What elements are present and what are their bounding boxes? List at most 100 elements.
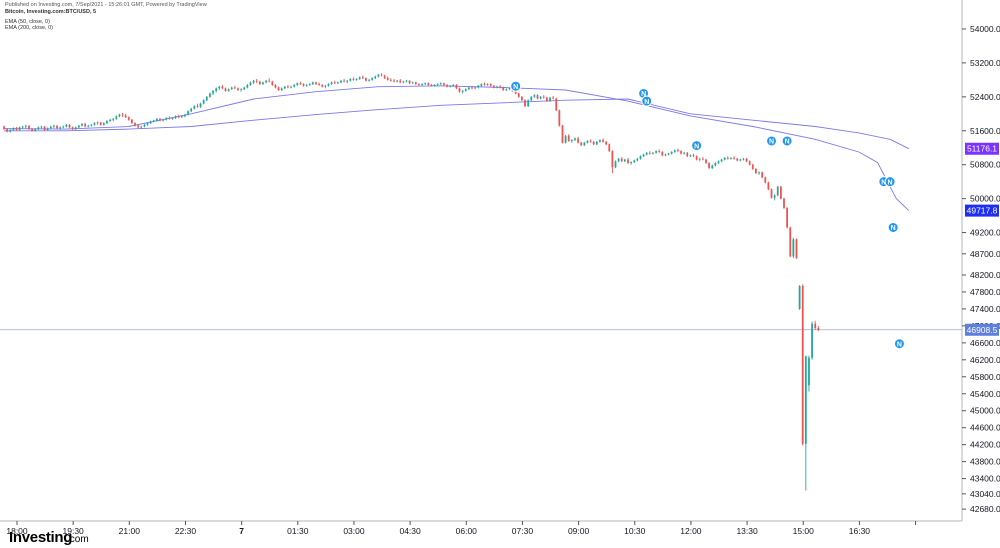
candle — [318, 82, 321, 86]
candle — [171, 117, 174, 120]
news-icon[interactable] — [766, 135, 778, 147]
candle — [343, 79, 345, 83]
candle — [233, 85, 236, 90]
candle — [527, 99, 530, 108]
candle — [180, 115, 183, 119]
candle-body — [299, 83, 302, 85]
y-tick-label: 44200.0 — [970, 440, 1000, 450]
candle — [627, 157, 629, 164]
candle — [595, 140, 598, 146]
candle — [424, 82, 427, 85]
candle — [730, 157, 732, 160]
news-icon-glyph: N — [881, 179, 886, 186]
candle-body — [355, 79, 358, 80]
candle — [274, 84, 277, 89]
news-marker[interactable]: N — [691, 140, 703, 152]
candle-body — [792, 239, 795, 257]
candle-body — [692, 155, 695, 157]
candle-body — [399, 80, 402, 83]
candle — [399, 79, 402, 84]
candle — [174, 115, 177, 119]
news-marker[interactable]: N — [884, 176, 896, 188]
candle-body — [614, 161, 617, 168]
news-icon[interactable] — [510, 80, 522, 92]
news-icon-glyph: N — [888, 179, 893, 186]
candle — [209, 92, 211, 98]
news-marker[interactable]: N — [887, 221, 899, 233]
candle — [549, 96, 551, 102]
news-icon[interactable] — [641, 95, 653, 107]
symbol-title: Bitcoin, Investing.com:BTC/USD, 5 — [5, 9, 97, 15]
candle-body — [59, 127, 62, 129]
candle-body — [658, 151, 661, 152]
candle-body — [71, 127, 74, 130]
news-icon[interactable] — [781, 135, 793, 147]
candle-body — [499, 86, 501, 88]
ema-slow-badge-bg — [965, 204, 999, 217]
news-icon[interactable] — [691, 140, 703, 152]
news-marker[interactable]: N — [781, 135, 793, 147]
x-tick-label: 06:00 — [456, 526, 478, 536]
candle-body — [801, 286, 804, 444]
candle-body — [533, 95, 536, 97]
candle-body — [627, 159, 629, 164]
news-icon-glyph: N — [769, 139, 774, 146]
candle — [645, 151, 648, 156]
news-marker[interactable]: N — [893, 338, 905, 350]
x-tick-label: 10:30 — [624, 526, 646, 536]
candle-body — [508, 88, 511, 90]
news-icon-glyph: N — [513, 84, 518, 91]
candle — [592, 140, 595, 146]
candle — [555, 97, 558, 112]
candle-body — [677, 150, 679, 152]
candle — [552, 95, 555, 100]
candle-body — [137, 125, 140, 128]
candle — [190, 107, 193, 113]
news-marker[interactable]: N — [641, 95, 653, 107]
candle-body — [165, 118, 168, 120]
candle-body — [505, 89, 508, 91]
candle-body — [742, 158, 745, 160]
candle-body — [134, 123, 136, 126]
y-tick-label: 44600.0 — [970, 423, 1000, 433]
candle — [467, 86, 470, 91]
candle-body — [152, 120, 155, 122]
candle — [539, 95, 542, 100]
candle — [121, 112, 124, 118]
news-icon-glyph: N — [891, 225, 896, 232]
candle-body — [268, 80, 271, 82]
news-icon[interactable] — [893, 338, 905, 350]
candle — [533, 94, 536, 98]
candle — [46, 127, 49, 131]
y-tick-label: 48700.0 — [970, 249, 1000, 259]
ema-fast-legend: EMA (50, close, 0) — [5, 19, 50, 25]
news-marker[interactable]: N — [766, 135, 778, 147]
candle-body — [271, 81, 274, 85]
candle-body — [106, 121, 108, 124]
candle — [53, 124, 55, 129]
candle — [205, 95, 208, 102]
candle — [705, 158, 707, 164]
candle-body — [389, 79, 392, 81]
candle-body — [168, 118, 171, 119]
candle — [15, 126, 18, 131]
candle-body — [427, 83, 430, 85]
candle-body — [402, 81, 405, 83]
candle-body — [464, 89, 467, 91]
candle — [340, 79, 342, 84]
candle — [355, 78, 358, 81]
candle-body — [623, 159, 626, 162]
candle — [389, 78, 392, 82]
candle — [283, 85, 286, 90]
candle — [28, 125, 30, 130]
news-marker[interactable]: N — [510, 80, 522, 92]
candle-body — [361, 77, 364, 79]
news-icon[interactable] — [887, 221, 899, 233]
news-icon[interactable] — [884, 176, 896, 188]
candle — [602, 138, 604, 143]
candle — [221, 84, 224, 90]
candle-body — [87, 125, 90, 127]
